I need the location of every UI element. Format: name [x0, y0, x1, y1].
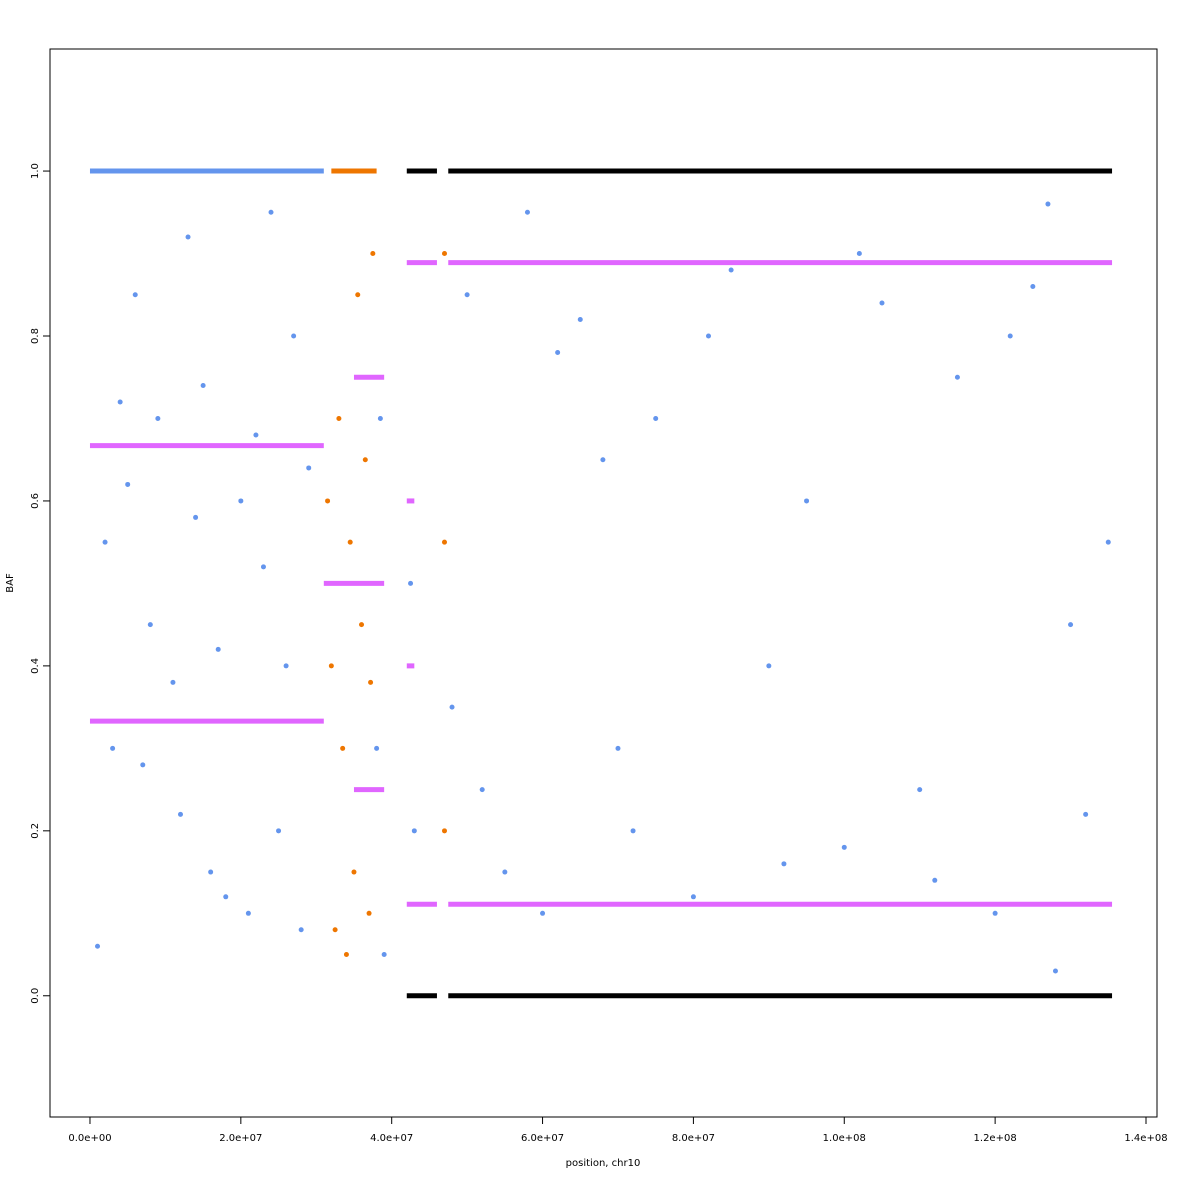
- plot-frame: [49, 48, 1158, 1118]
- point: [208, 869, 214, 875]
- point: [362, 457, 368, 463]
- point: [381, 952, 387, 958]
- point: [540, 910, 546, 916]
- point: [370, 251, 376, 257]
- point: [132, 292, 138, 298]
- point: [193, 514, 199, 520]
- point: [351, 869, 357, 875]
- point: [728, 267, 734, 273]
- x-tick-label: 8.0e+07: [672, 1133, 715, 1144]
- point: [524, 209, 530, 215]
- point: [502, 869, 508, 875]
- point: [577, 317, 583, 323]
- point: [1030, 284, 1036, 290]
- point: [781, 861, 787, 867]
- point: [117, 399, 123, 405]
- point: [408, 580, 414, 586]
- point: [464, 292, 470, 298]
- point: [155, 415, 161, 421]
- point: [325, 498, 331, 504]
- point: [125, 481, 131, 487]
- point: [359, 622, 365, 628]
- point: [841, 844, 847, 850]
- point: [291, 333, 297, 339]
- y-tick-label: 1.0: [30, 163, 41, 179]
- point: [238, 498, 244, 504]
- point: [690, 894, 696, 900]
- point: [268, 209, 274, 215]
- point: [298, 927, 304, 933]
- point: [1052, 968, 1058, 974]
- point: [140, 762, 146, 768]
- point: [374, 745, 380, 751]
- point: [368, 679, 374, 685]
- point: [441, 251, 447, 257]
- x-tick-label: 1.4e+08: [1124, 1133, 1167, 1144]
- point: [185, 234, 191, 240]
- y-tick-label: 0.6: [30, 493, 41, 509]
- point: [1045, 201, 1051, 207]
- point: [215, 646, 221, 652]
- point: [411, 828, 417, 834]
- point: [355, 292, 361, 298]
- x-tick-label: 1.0e+08: [823, 1133, 866, 1144]
- point: [343, 952, 349, 958]
- point: [449, 704, 455, 710]
- point: [377, 415, 383, 421]
- point: [253, 432, 259, 438]
- point: [223, 894, 229, 900]
- y-axis-label: BAF: [5, 573, 16, 593]
- y-tick-label: 0.0: [30, 988, 41, 1004]
- point: [177, 811, 183, 817]
- point: [95, 943, 101, 949]
- point: [340, 745, 346, 751]
- y-tick-label: 0.8: [30, 328, 41, 344]
- point: [954, 374, 960, 380]
- point: [856, 251, 862, 257]
- point: [479, 787, 485, 793]
- point: [766, 663, 772, 669]
- point: [260, 564, 266, 570]
- point: [245, 910, 251, 916]
- point: [102, 539, 108, 545]
- point: [600, 457, 606, 463]
- point: [366, 910, 372, 916]
- point: [306, 465, 312, 471]
- x-axis-label: position, chr10: [566, 1158, 641, 1169]
- point: [653, 415, 659, 421]
- point: [879, 300, 885, 306]
- point: [1068, 622, 1074, 628]
- point: [555, 349, 561, 355]
- point: [630, 828, 636, 834]
- point: [110, 745, 116, 751]
- point: [441, 539, 447, 545]
- x-tick-label: 4.0e+07: [370, 1133, 413, 1144]
- point: [1007, 333, 1013, 339]
- point: [441, 828, 447, 834]
- point: [328, 663, 334, 669]
- point: [1105, 539, 1111, 545]
- point: [992, 910, 998, 916]
- point: [283, 663, 289, 669]
- point: [147, 622, 153, 628]
- y-tick-label: 0.4: [30, 658, 41, 674]
- point: [276, 828, 282, 834]
- point: [615, 745, 621, 751]
- point: [917, 787, 923, 793]
- point: [170, 679, 176, 685]
- x-tick-label: 1.2e+08: [974, 1133, 1017, 1144]
- x-tick-label: 2.0e+07: [219, 1133, 262, 1144]
- y-tick-label: 0.2: [30, 823, 41, 839]
- point: [705, 333, 711, 339]
- point: [804, 498, 810, 504]
- point: [347, 539, 353, 545]
- x-tick-label: 0.0e+00: [68, 1133, 111, 1144]
- point: [1083, 811, 1089, 817]
- point: [332, 927, 338, 933]
- point: [932, 877, 938, 883]
- point: [336, 415, 342, 421]
- point: [200, 382, 206, 388]
- x-tick-label: 6.0e+07: [521, 1133, 564, 1144]
